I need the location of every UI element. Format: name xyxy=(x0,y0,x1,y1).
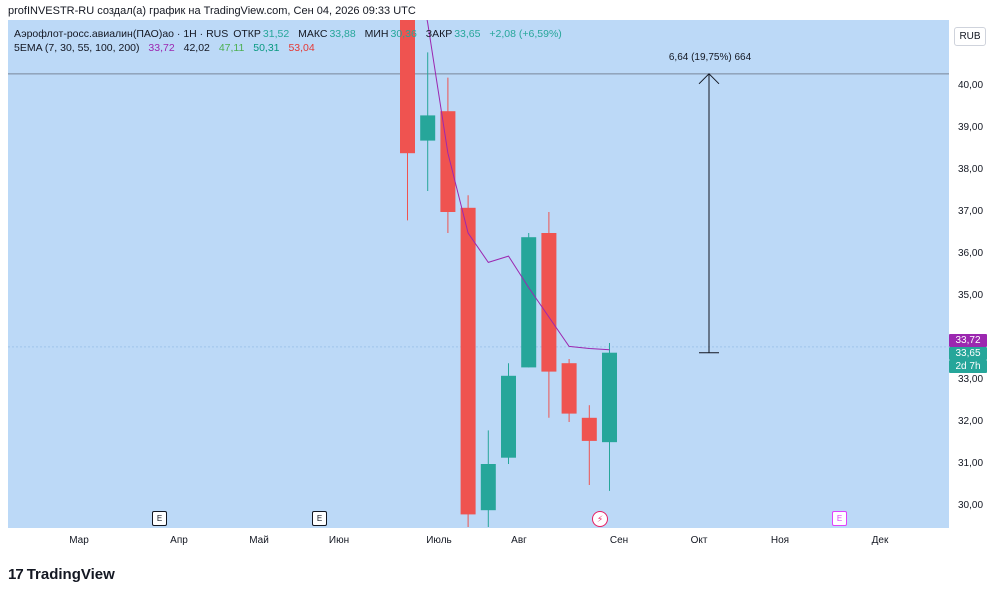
brand-name: TradingView xyxy=(26,566,115,583)
legend-high-label: МАКС xyxy=(298,28,328,40)
countdown-badge: 2d 7h xyxy=(949,360,987,373)
chart-caption: profINVESTR-RU создал(а) график на Tradi… xyxy=(8,5,416,17)
month-label-dec: Дек xyxy=(871,535,889,546)
tradingview-brand[interactable]: 17 TradingView xyxy=(8,566,115,583)
legend-close-value: 33,65 xyxy=(454,28,481,40)
candle-down xyxy=(581,417,597,441)
legend-open-label: ОТКР xyxy=(233,28,261,40)
price-tick-37: 37,00 xyxy=(958,206,984,217)
candle-down xyxy=(460,207,476,515)
tradingview-logo-icon: 17 xyxy=(8,566,24,583)
price-axis[interactable] xyxy=(949,20,992,528)
candle-down xyxy=(561,363,577,414)
month-label-nov: Ноя xyxy=(770,535,790,546)
last-price-badge: 33,65 xyxy=(949,347,987,360)
candle-down xyxy=(541,233,557,372)
price-tick-31: 31,00 xyxy=(958,458,984,469)
dividend-event-icon[interactable]: ⚡ xyxy=(592,511,608,527)
month-label-jun: Июн xyxy=(328,535,350,546)
price-tick-39: 39,00 xyxy=(958,122,984,133)
price-tick-30: 30,00 xyxy=(958,500,984,511)
month-label-jul: Июль xyxy=(426,535,452,546)
time-axis[interactable] xyxy=(8,528,992,550)
legend-ema-value-100: 50,31 xyxy=(253,42,280,54)
ema-7-line xyxy=(426,20,610,351)
candle-up xyxy=(602,352,617,443)
candle-down xyxy=(440,111,456,212)
price-tick-38: 38,00 xyxy=(958,164,984,175)
candle-up xyxy=(420,115,436,141)
month-label-mar: Мар xyxy=(69,535,89,546)
price-tick-32: 32,00 xyxy=(958,416,984,427)
month-label-may: Май xyxy=(249,535,269,546)
chart-legend: Аэрофлот-росс.авиалин(ПАО)ао · 1Н · RUS … xyxy=(14,27,564,55)
legend-ema-value-30: 42,02 xyxy=(183,42,210,54)
chart-area[interactable] xyxy=(8,20,949,528)
legend-ema-value-7: 33,72 xyxy=(148,42,175,54)
earnings-event-icon[interactable]: E xyxy=(312,511,327,526)
legend-symbol[interactable]: Аэрофлот-росс.авиалин(ПАО)ао · 1Н · RUS xyxy=(14,28,229,40)
legend-symbol-row: Аэрофлот-росс.авиалин(ПАО)ао · 1Н · RUS … xyxy=(14,27,564,41)
month-label-apr: Апр xyxy=(170,535,188,546)
price-tick-33: 33,00 xyxy=(958,374,984,385)
candle-up xyxy=(521,237,537,368)
legend-ema-value-55: 47,11 xyxy=(218,42,245,54)
candlestick-chart[interactable] xyxy=(8,20,949,528)
legend-open-value: 31,52 xyxy=(262,28,290,40)
legend-ema-value-200: 53,04 xyxy=(288,42,315,54)
legend-close-label: ЗАКР xyxy=(425,28,453,40)
legend-change: +2,08 (+6,59%) xyxy=(489,28,562,40)
ema-price-badge: 33,72 xyxy=(949,334,987,347)
legend-low-label: МИН xyxy=(364,28,389,40)
month-label-sep: Сен xyxy=(609,535,629,546)
legend-ema-label[interactable]: 5EMA (7, 30, 55, 100, 200) xyxy=(14,42,140,54)
currency-button[interactable]: RUB xyxy=(954,27,986,46)
earnings-event-icon[interactable]: E xyxy=(152,511,167,526)
range-arrow-head xyxy=(698,73,720,85)
legend-ema-row: 5EMA (7, 30, 55, 100, 200) 33,72 42,02 4… xyxy=(14,41,564,55)
price-range-label: 6,64 (19,75%) 664 xyxy=(668,52,752,63)
earnings-event-icon[interactable]: E xyxy=(832,511,847,526)
month-label-oct: Окт xyxy=(690,535,708,546)
legend-high-value: 33,88 xyxy=(329,28,356,40)
month-label-aug: Авг xyxy=(511,535,527,546)
price-tick-40: 40,00 xyxy=(958,80,984,91)
legend-low-value: 30,36 xyxy=(390,28,417,40)
candle-down xyxy=(400,20,415,154)
price-tick-36: 36,00 xyxy=(958,248,984,259)
price-tick-35: 35,00 xyxy=(958,290,984,301)
candle-up xyxy=(480,464,496,511)
candle-up xyxy=(501,375,516,458)
